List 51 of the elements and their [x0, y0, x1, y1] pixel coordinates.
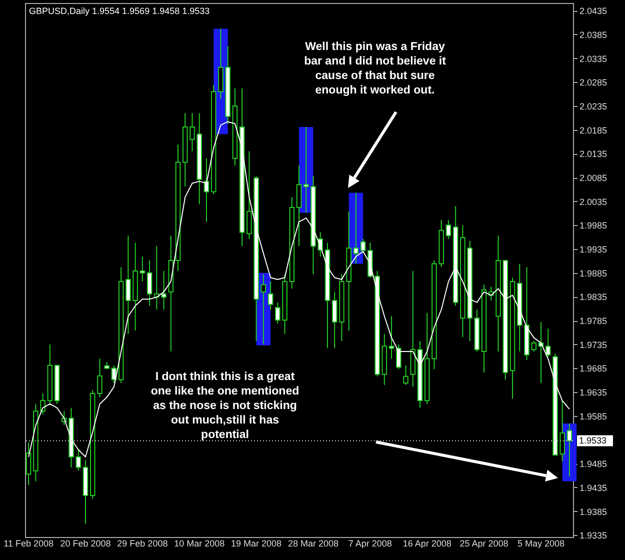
y-tick-label: 1.9735 — [580, 340, 608, 350]
x-tick-label: 5 May 2008 — [517, 538, 564, 548]
y-tick-label: 1.9485 — [580, 459, 608, 470]
y-tick-label: 1.9635 — [580, 388, 608, 398]
candlestick — [566, 423, 572, 477]
candlestick — [353, 192, 359, 264]
x-tick-label: 11 Feb 2008 — [4, 538, 54, 548]
candlestick — [360, 238, 366, 254]
x-tick-label: 10 Mar 2008 — [174, 538, 225, 548]
x-tick-label: 28 Mar 2008 — [288, 538, 339, 548]
x-tick-label: 19 Mar 2008 — [231, 538, 282, 548]
y-tick-label: 2.0035 — [580, 196, 608, 207]
y-tick-label: 1.9335 — [580, 530, 608, 541]
x-tick-label: 20 Feb 2008 — [60, 538, 111, 548]
y-tick-label: 1.9435 — [580, 482, 608, 493]
x-tick-label: 25 Apr 2008 — [460, 538, 508, 548]
y-tick-label: 1.9685 — [580, 364, 608, 374]
candlestick — [396, 344, 402, 370]
y-tick-label: 1.9785 — [580, 316, 608, 326]
y-tick-label: 2.0335 — [580, 54, 608, 64]
y-tick-label: 1.9835 — [580, 292, 608, 302]
y-tick-label: 2.0185 — [580, 125, 608, 136]
candlestick — [260, 274, 266, 345]
annotation: Well this pin was a Friday bar and I did not believe it cause of that but sure enough it worked out. — [304, 41, 446, 96]
candlestick — [545, 328, 551, 358]
y-tick-label: 1.9935 — [580, 244, 608, 255]
x-tick-label: 29 Feb 2008 — [117, 538, 168, 548]
y-tick-label: 2.0135 — [580, 149, 608, 160]
y-tick-label: 1.9585 — [580, 411, 608, 422]
candlestick — [268, 280, 274, 310]
y-tick-label: 2.0285 — [580, 78, 608, 88]
y-tick-label: 2.0435 — [580, 6, 608, 16]
candlestick — [26, 442, 32, 486]
annotation: I dont think this is a great one like the one mentioned as the nose is not sticking out much,still it has potential — [150, 371, 300, 441]
y-tick-label: 2.0235 — [580, 101, 608, 112]
y-tick-label: 1.9385 — [580, 506, 608, 517]
candlestick — [146, 260, 152, 306]
x-tick-label: 16 Apr 2008 — [402, 538, 452, 548]
candlestick — [332, 291, 338, 349]
y-tick-label: 2.0085 — [580, 173, 608, 184]
chart-title: GBPUSD,Daily 1.9554 1.9569 1.9458 1.9533 — [29, 6, 210, 16]
y-tick-label: 2.0385 — [580, 30, 608, 40]
candlestick — [296, 165, 302, 247]
candlestick — [403, 364, 408, 386]
x-tick-label: 7 Apr 2008 — [348, 538, 392, 548]
y-tick-label: 1.9985 — [580, 220, 608, 231]
candlestick — [446, 219, 452, 240]
ref-line-label: 1.9533 — [579, 436, 607, 446]
candlestick — [97, 358, 102, 398]
y-tick-label: 1.9885 — [580, 268, 608, 278]
candlestick — [140, 256, 146, 282]
